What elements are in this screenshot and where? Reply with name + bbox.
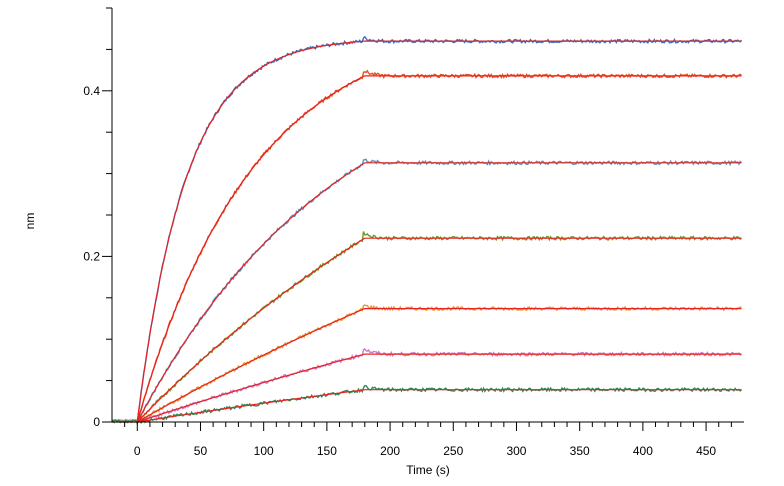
- x-tick-label: 0: [134, 444, 141, 458]
- x-tick-label: 200: [380, 444, 400, 458]
- fit-curve-1: [136, 40, 742, 423]
- x-tick-label: 450: [696, 444, 716, 458]
- x-axis-title: Time (s): [406, 463, 450, 477]
- raw-trace-1: [111, 35, 743, 425]
- fit-curve-4: [136, 237, 742, 423]
- x-tick-label: 400: [633, 444, 653, 458]
- x-tick-label: 50: [194, 444, 208, 458]
- fit-curve-2: [136, 75, 742, 423]
- y-tick-label: 0.2: [83, 249, 100, 263]
- x-tick-label: 350: [570, 444, 590, 458]
- y-tick-label: 0.4: [83, 84, 100, 98]
- fit-curve-5: [136, 308, 742, 423]
- raw-trace-7: [111, 384, 742, 425]
- x-tick-label: 250: [443, 444, 463, 458]
- raw-trace-3: [111, 158, 742, 424]
- data-layer: [111, 35, 743, 426]
- raw-trace-5: [112, 304, 742, 424]
- y-tick-label: 0: [93, 415, 100, 429]
- raw-trace-4: [111, 231, 742, 426]
- y-axis-title: nm: [23, 213, 37, 230]
- raw-trace-2: [111, 69, 742, 424]
- fit-curve-3: [136, 162, 742, 423]
- axes: 0 50 100 150 200 250 300 350 400 450 0 0.2 0.4: [83, 7, 744, 458]
- fit-curve-7: [137, 389, 742, 423]
- x-tick-label: 150: [317, 444, 337, 458]
- x-tick-label: 300: [506, 444, 526, 458]
- x-tick-label: 100: [254, 444, 274, 458]
- fit-curve-6: [137, 353, 742, 423]
- raw-trace-6: [111, 347, 742, 424]
